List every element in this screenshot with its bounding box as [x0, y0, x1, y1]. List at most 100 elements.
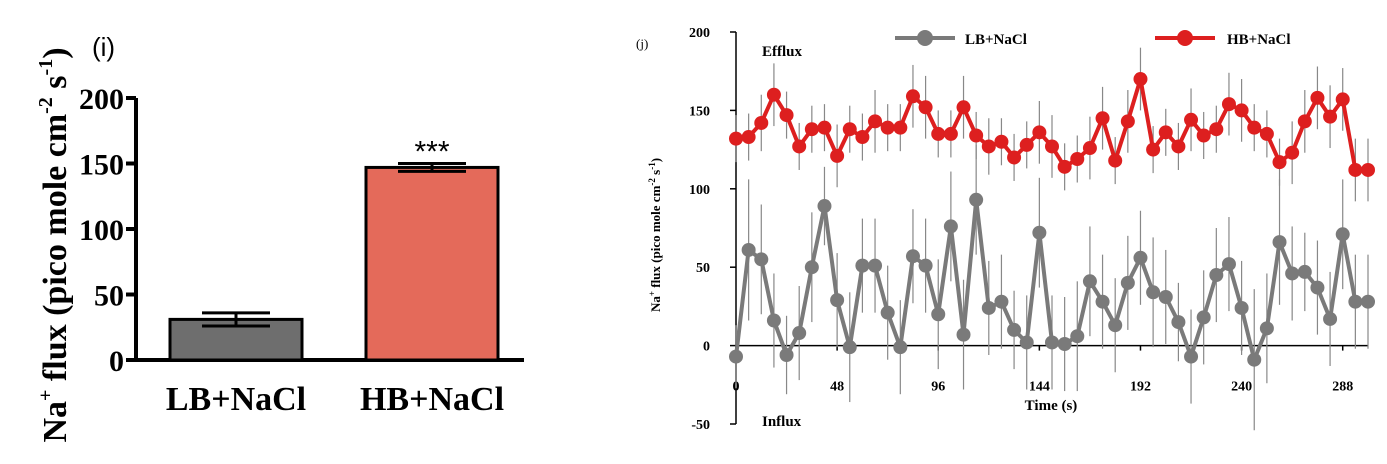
data-point: [1120, 275, 1135, 290]
line-y-tick-label: 200: [689, 26, 710, 41]
data-point: [1259, 126, 1274, 141]
data-point: [868, 258, 883, 273]
data-point: [981, 139, 996, 154]
data-point: [804, 122, 819, 137]
data-point: [1171, 315, 1186, 330]
data-point: [1297, 114, 1312, 129]
data-point: [804, 260, 819, 275]
data-point: [1209, 268, 1224, 283]
efflux-annotation: Efflux: [762, 44, 803, 60]
bar-x-tick-label: LB+NaCl: [166, 381, 306, 418]
line-y-axis-title: Na+ flux (pico mole cm-2 s-1): [647, 158, 663, 312]
data-point: [1272, 155, 1287, 170]
data-point: [1158, 125, 1173, 140]
data-point: [943, 126, 958, 141]
data-point: [766, 313, 781, 328]
data-point: [1335, 92, 1350, 107]
data-point: [880, 120, 895, 135]
data-point: [969, 128, 984, 143]
data-point: [1032, 225, 1047, 240]
legend-label-hb: HB+NaCl: [1227, 32, 1291, 48]
data-point: [905, 89, 920, 104]
line-x-tick-label: 144: [1029, 380, 1050, 395]
data-point: [1234, 103, 1249, 118]
data-point: [943, 219, 958, 234]
data-point: [830, 293, 845, 308]
bar-chart-panel: (i) Na+ flux (pico mole cm-2 s-1) 0 50 100…: [35, 32, 524, 443]
data-point: [1120, 114, 1135, 129]
data-point: [792, 139, 807, 154]
data-point: [1259, 321, 1274, 336]
data-point: [1133, 72, 1148, 87]
line-chart-panel: (j) Na+ flux (pico mole cm-2 s-1) Efflux…: [636, 26, 1375, 433]
data-point: [779, 108, 794, 123]
data-point: [1247, 120, 1262, 135]
data-point: [1045, 139, 1059, 154]
bar-x-axis: LB+NaCl HB+NaCl: [134, 358, 524, 418]
data-point: [905, 249, 920, 264]
data-point: [1057, 337, 1072, 352]
significance-marker: ***: [414, 136, 449, 169]
data-point: [1196, 128, 1211, 143]
data-point: [830, 148, 845, 163]
data-point: [817, 120, 832, 135]
data-point: [855, 130, 870, 145]
data-point: [817, 199, 832, 214]
data-point: [1007, 322, 1022, 337]
data-point: [918, 100, 933, 115]
line-y-tick-label: 50: [696, 261, 710, 276]
bar-hb-nacl: [364, 165, 500, 362]
data-point: [1323, 109, 1338, 124]
line-y-tick-label: 100: [689, 183, 710, 198]
line-y-axis: -50 0 50 100 150 200: [689, 26, 737, 433]
data-point: [994, 134, 1009, 149]
data-point: [1221, 97, 1236, 112]
bar-x-tick-label: HB+NaCl: [360, 381, 504, 418]
influx-annotation: Influx: [762, 414, 802, 430]
data-point: [1196, 310, 1211, 325]
data-point: [994, 294, 1009, 309]
line-x-tick-label: 96: [931, 380, 945, 395]
data-point: [1057, 159, 1072, 174]
data-point: [1070, 329, 1085, 344]
data-point: [1158, 289, 1173, 304]
legend-item-lb: LB+NaCl: [895, 30, 1027, 48]
data-point: [956, 100, 971, 115]
data-point: [855, 258, 870, 273]
data-point: [1247, 352, 1262, 367]
line-series: [729, 47, 1375, 431]
data-point: [729, 131, 743, 146]
line-x-tick-label: 240: [1231, 380, 1252, 395]
panel-label-i: (i): [92, 32, 115, 62]
data-point: [792, 326, 807, 341]
series-lb-nacl: [729, 144, 1375, 431]
bar-y-tick-label: 200: [79, 83, 124, 116]
data-point: [1272, 235, 1287, 250]
data-point: [893, 120, 908, 135]
data-point: [1019, 137, 1034, 152]
data-point: [1310, 280, 1325, 295]
data-point: [779, 348, 794, 363]
data-point: [893, 340, 908, 355]
data-point: [1310, 90, 1325, 105]
data-point: [842, 340, 857, 355]
bar-marks: ***: [168, 136, 500, 362]
data-point: [754, 115, 769, 130]
data-point: [1007, 150, 1022, 165]
line-y-tick-label: 150: [689, 104, 710, 119]
bar-y-tick-label: 0: [109, 345, 124, 378]
data-point: [931, 126, 946, 141]
data-point: [1045, 335, 1059, 350]
line-x-tick-label: 288: [1332, 380, 1353, 395]
data-point: [1146, 285, 1161, 300]
bar-y-axis-title: Na+ flux (pico mole cm-2 s-1): [35, 47, 74, 442]
data-point: [766, 87, 781, 102]
legend-label-lb: LB+NaCl: [965, 32, 1027, 48]
data-point: [1297, 264, 1312, 279]
line-x-tick-label: 192: [1130, 380, 1151, 395]
data-point: [1146, 142, 1161, 157]
data-point: [1133, 250, 1148, 265]
data-point: [1019, 335, 1034, 350]
data-point: [1108, 318, 1123, 333]
